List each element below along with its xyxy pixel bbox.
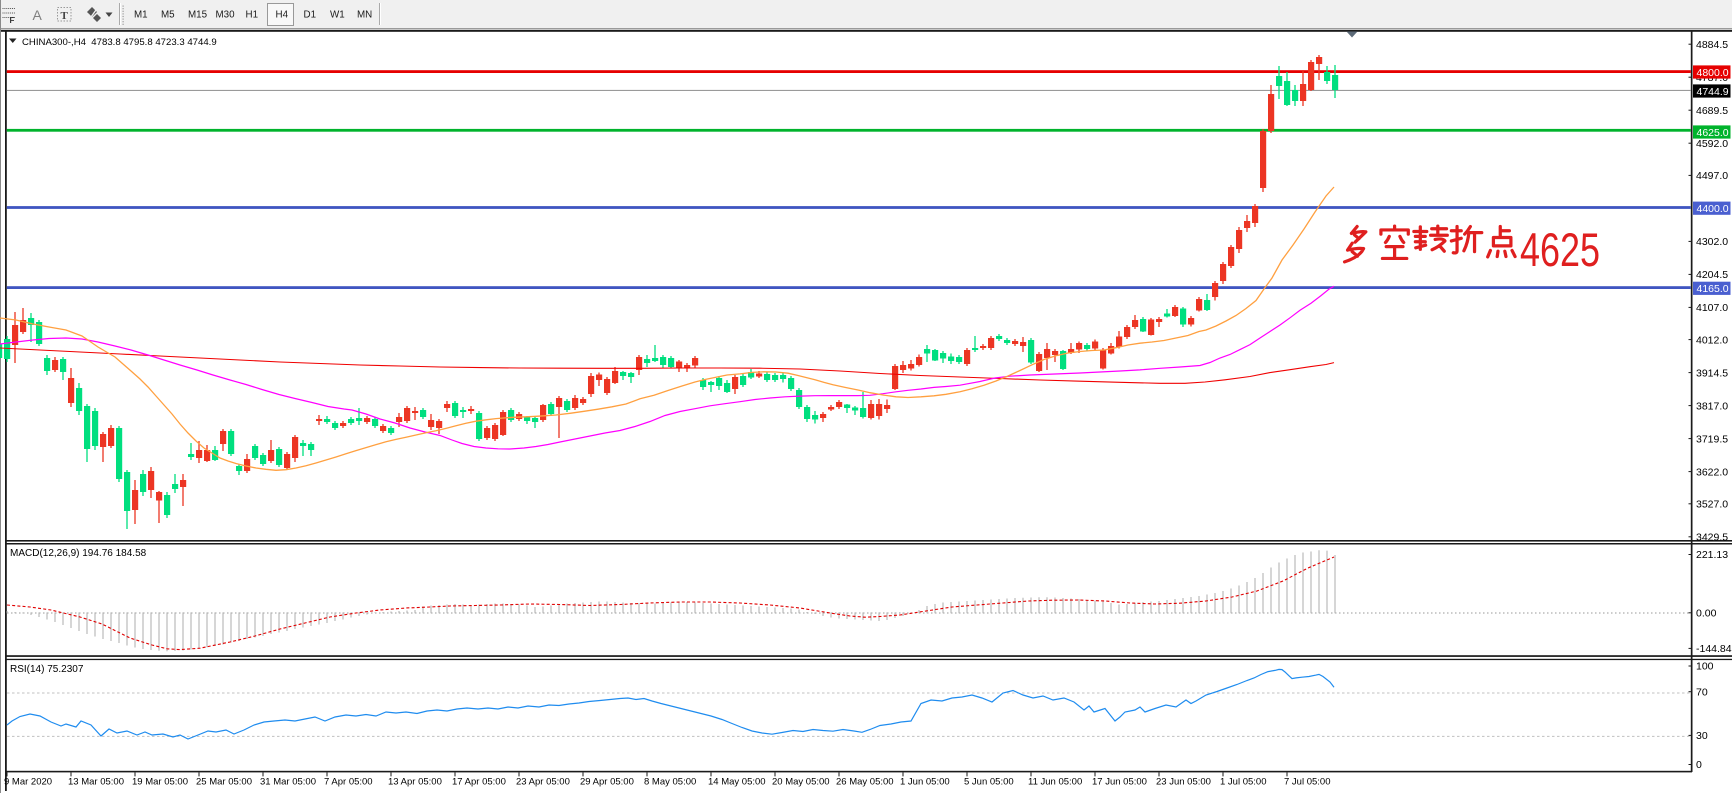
svg-text:4744.9: 4744.9: [1697, 86, 1729, 98]
svg-text:20 May 05:00: 20 May 05:00: [772, 777, 830, 788]
svg-text:A: A: [33, 7, 43, 23]
svg-text:F: F: [10, 16, 15, 25]
svg-text:3914.5: 3914.5: [1696, 367, 1728, 379]
svg-text:13 Apr 05:00: 13 Apr 05:00: [388, 777, 442, 788]
svg-text:4800.0: 4800.0: [1697, 67, 1729, 79]
svg-text:RSI(14) 75.2307: RSI(14) 75.2307: [10, 664, 84, 675]
svg-text:14 May 05:00: 14 May 05:00: [708, 777, 766, 788]
svg-text:0.00: 0.00: [1696, 608, 1717, 620]
svg-text:M1: M1: [134, 10, 148, 21]
svg-text:M15: M15: [188, 10, 208, 21]
svg-text:3527.0: 3527.0: [1696, 499, 1728, 511]
svg-text:221.13: 221.13: [1696, 549, 1728, 561]
svg-text:M30: M30: [216, 10, 236, 21]
svg-text:23 Jun 05:00: 23 Jun 05:00: [1156, 777, 1211, 788]
svg-text:19 Mar 05:00: 19 Mar 05:00: [132, 777, 188, 788]
svg-text:4302.0: 4302.0: [1696, 236, 1728, 248]
svg-text:7 Jul 05:00: 7 Jul 05:00: [1284, 777, 1330, 788]
svg-text:4497.0: 4497.0: [1696, 170, 1728, 182]
svg-text:3622.0: 3622.0: [1696, 466, 1728, 478]
svg-text:H1: H1: [246, 10, 259, 21]
svg-text:26 May 05:00: 26 May 05:00: [836, 777, 894, 788]
svg-text:4204.5: 4204.5: [1696, 269, 1728, 281]
svg-text:4012.0: 4012.0: [1696, 334, 1728, 346]
svg-text:W1: W1: [330, 10, 345, 21]
svg-text:1 Jun 05:00: 1 Jun 05:00: [900, 777, 950, 788]
svg-text:4165.0: 4165.0: [1697, 283, 1729, 295]
svg-text:70: 70: [1696, 686, 1708, 698]
svg-text:29 Apr 05:00: 29 Apr 05:00: [580, 777, 634, 788]
svg-text:0: 0: [1696, 759, 1702, 771]
svg-text:M5: M5: [161, 10, 175, 21]
svg-text:H4: H4: [276, 10, 289, 21]
svg-text:4592.0: 4592.0: [1696, 138, 1728, 150]
svg-text:7 Apr 05:00: 7 Apr 05:00: [324, 777, 373, 788]
svg-text:MACD(12,26,9) 194.76 184.58: MACD(12,26,9) 194.76 184.58: [10, 548, 147, 559]
svg-text:4689.5: 4689.5: [1696, 105, 1728, 117]
svg-text:D1: D1: [304, 10, 317, 21]
svg-text:8 May 05:00: 8 May 05:00: [644, 777, 696, 788]
svg-text:17 Apr 05:00: 17 Apr 05:00: [452, 777, 506, 788]
svg-text:4884.5: 4884.5: [1696, 39, 1728, 51]
svg-text:4107.0: 4107.0: [1696, 302, 1728, 314]
svg-text:17 Jun 05:00: 17 Jun 05:00: [1092, 777, 1147, 788]
svg-text:T: T: [61, 10, 69, 22]
svg-text:5 Jun 05:00: 5 Jun 05:00: [964, 777, 1014, 788]
svg-text:3429.5: 3429.5: [1696, 532, 1728, 544]
svg-text:9 Mar 2020: 9 Mar 2020: [4, 777, 52, 788]
svg-text:3719.5: 3719.5: [1696, 433, 1728, 445]
svg-text:25 Mar 05:00: 25 Mar 05:00: [196, 777, 252, 788]
svg-text:MN: MN: [357, 10, 372, 21]
svg-text:3817.0: 3817.0: [1696, 400, 1728, 412]
svg-text:31 Mar 05:00: 31 Mar 05:00: [260, 777, 316, 788]
svg-text:4625.0: 4625.0: [1697, 127, 1729, 139]
svg-text:1 Jul 05:00: 1 Jul 05:00: [1220, 777, 1266, 788]
svg-text:30: 30: [1696, 730, 1708, 742]
svg-text:13 Mar 05:00: 13 Mar 05:00: [68, 777, 124, 788]
svg-text:100: 100: [1696, 661, 1714, 673]
svg-text:4625: 4625: [1520, 223, 1600, 276]
svg-text:11 Jun 05:00: 11 Jun 05:00: [1028, 777, 1082, 788]
svg-text:23 Apr 05:00: 23 Apr 05:00: [516, 777, 570, 788]
svg-text:-144.84: -144.84: [1696, 643, 1732, 655]
svg-text:CHINA300-,H4 4783.8 4795.8 47: CHINA300-,H4 4783.8 4795.8 4723.3 4744.9: [22, 37, 217, 48]
svg-text:4400.0: 4400.0: [1697, 203, 1729, 215]
